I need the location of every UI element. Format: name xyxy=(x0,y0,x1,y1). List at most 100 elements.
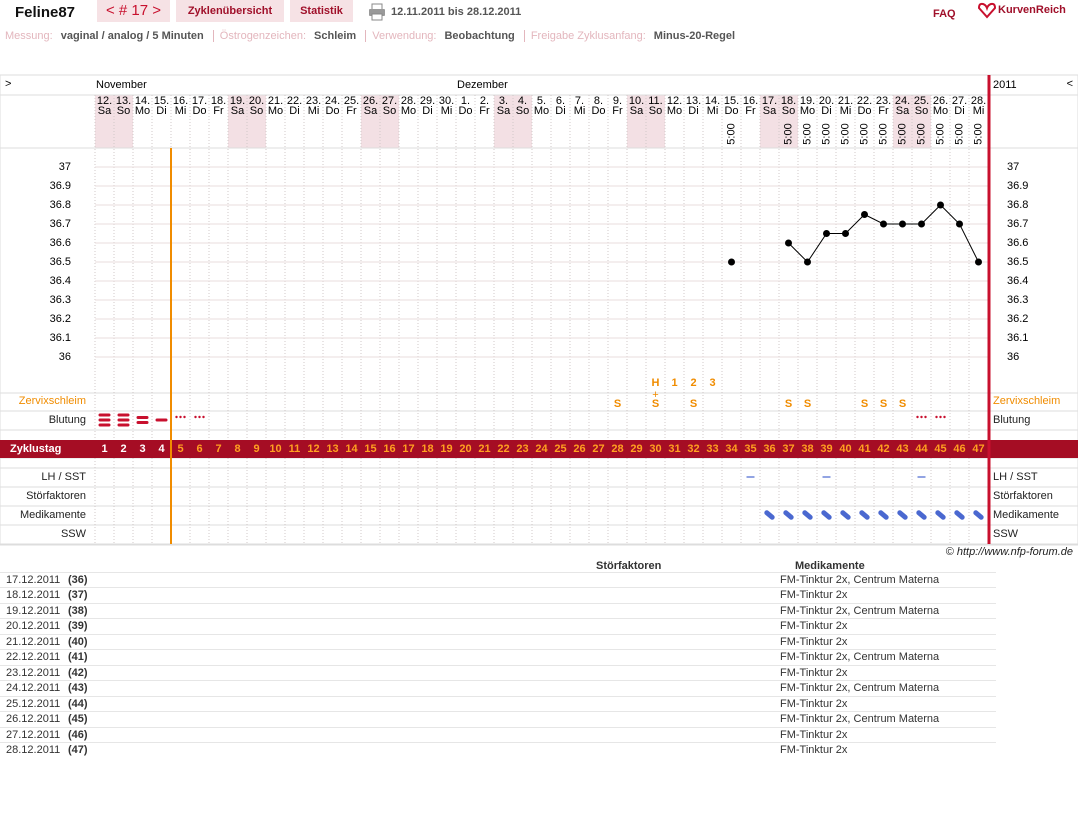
info-label: Östrogenzeichen: xyxy=(212,30,307,42)
cycle-day-number: 46 xyxy=(953,443,965,455)
day-date: 28. xyxy=(401,95,416,107)
table-cell: 22.12.2011 xyxy=(6,651,61,664)
day-weekday: Mo xyxy=(933,105,948,117)
day-weekday: Sa xyxy=(231,105,245,117)
bleeding-bar xyxy=(98,413,111,417)
measure-time: 5:00 xyxy=(782,123,794,144)
medication-pill xyxy=(821,510,832,520)
cycle-day-number: 7 xyxy=(215,443,221,455)
day-date: 15. xyxy=(724,95,739,107)
table-cell: 18.12.2011 xyxy=(6,589,61,602)
day-weekday: So xyxy=(915,105,928,117)
cycle-day-number: 4 xyxy=(158,443,165,455)
cycle-day-number: 35 xyxy=(744,443,756,455)
measure-time: 5:00 xyxy=(953,123,965,144)
day-date: 29. xyxy=(420,95,435,107)
cycle-day-number: 15 xyxy=(364,443,376,455)
logo[interactable]: KurvenReich xyxy=(998,4,1066,16)
day-weekday: Di xyxy=(422,105,432,117)
table-row: 24.12.2011 (43) FM-Tinktur 2x, Centrum Mat… xyxy=(0,680,996,696)
day-weekday: Mo xyxy=(534,105,549,117)
day-weekday: Do xyxy=(724,105,738,117)
cycle-day-number: 40 xyxy=(839,443,851,455)
info-label: Verwendung: xyxy=(365,30,437,42)
table-row: 22.12.2011 (41) FM-Tinktur 2x, Centrum Mat… xyxy=(0,649,996,665)
row-label: Störfaktoren xyxy=(993,490,1053,502)
day-date: 12. xyxy=(97,95,112,107)
y-tick-label: 36 xyxy=(1007,351,1019,363)
nav-left[interactable]: > xyxy=(5,78,11,90)
table-cell: 25.12.2011 xyxy=(6,697,61,710)
row-label: SSW xyxy=(61,528,87,540)
medication-pill xyxy=(897,510,908,520)
peak-mark: H xyxy=(652,377,660,389)
temperature-point xyxy=(918,220,925,228)
cycle-day-number: 19 xyxy=(440,443,452,455)
day-weekday: Di xyxy=(821,105,831,117)
day-date: 16. xyxy=(173,95,188,107)
medication-pill xyxy=(783,510,794,520)
measure-time: 5:00 xyxy=(972,123,984,144)
day-date: 25. xyxy=(914,95,929,107)
table-cell: FM-Tinktur 2x xyxy=(780,728,848,741)
table-row: 17.12.2011 (36) FM-Tinktur 2x, Centrum Mat… xyxy=(0,572,996,588)
table-cell: FM-Tinktur 2x, Centrum Materna xyxy=(780,713,940,726)
y-tick-label: 36.5 xyxy=(1007,256,1028,268)
faq-link[interactable]: FAQ xyxy=(933,8,956,20)
spotting-dot xyxy=(920,415,923,419)
day-weekday: Mo xyxy=(667,105,682,117)
spotting-dot xyxy=(183,415,186,419)
day-date: 23. xyxy=(876,95,891,107)
day-weekday: Mo xyxy=(800,105,815,117)
day-weekday: Fr xyxy=(479,105,490,117)
year-label: 2011 xyxy=(993,79,1017,91)
day-weekday: Di xyxy=(289,105,299,117)
table-cell: (40) xyxy=(68,635,88,648)
table-row: 25.12.2011 (44) FM-Tinktur 2x xyxy=(0,695,996,712)
table-header: Medikamente xyxy=(795,560,865,572)
day-weekday: Mo xyxy=(401,105,416,117)
table-cell: (44) xyxy=(68,697,88,710)
y-tick-label: 36.1 xyxy=(50,332,71,344)
bleeding-bar xyxy=(117,413,130,417)
cervix-mark: S xyxy=(614,398,621,410)
medication-pill xyxy=(878,510,889,520)
day-weekday: Sa xyxy=(896,105,910,117)
cycle-day-number: 18 xyxy=(421,443,433,455)
y-tick-label: 36.8 xyxy=(50,199,71,211)
cycle-nav[interactable]: < # 17 > xyxy=(97,0,170,22)
cycle-day-number: 42 xyxy=(877,443,889,455)
weekend-shade xyxy=(380,95,399,148)
day-weekday: Fr xyxy=(745,105,756,117)
day-date: 3. xyxy=(499,95,508,107)
row-label: Medikamente xyxy=(993,509,1059,521)
day-date: 13. xyxy=(116,95,131,107)
spotting-dot xyxy=(924,415,927,419)
day-weekday: Di xyxy=(555,105,565,117)
row-label: LH / SST xyxy=(993,471,1038,483)
day-date: 4. xyxy=(518,95,527,107)
row-label: Zervixschleim xyxy=(993,395,1060,407)
bleeding-bar xyxy=(136,416,149,419)
cycle-day-number: 11 xyxy=(289,443,301,455)
table-header: Störfaktoren xyxy=(596,560,662,572)
print-icon[interactable] xyxy=(368,3,386,21)
day-weekday: Sa xyxy=(630,105,644,117)
day-weekday: Mi xyxy=(973,105,985,117)
y-tick-label: 36.7 xyxy=(50,218,71,230)
tab[interactable]: Statistik xyxy=(290,0,353,22)
temperature-point xyxy=(937,201,944,209)
cycle-day-number: 20 xyxy=(459,443,471,455)
y-tick-label: 36.5 xyxy=(50,256,71,268)
tab[interactable]: Zyklenübersicht xyxy=(176,0,284,22)
day-date: 20. xyxy=(819,95,834,107)
day-weekday: So xyxy=(383,105,396,117)
measure-time: 5:00 xyxy=(896,123,908,144)
medication-pill xyxy=(973,510,984,520)
y-tick-label: 36.9 xyxy=(50,180,71,192)
cycle-day-number: 25 xyxy=(554,443,566,455)
y-tick-label: 36.2 xyxy=(50,313,71,325)
cycle-day-number: 5 xyxy=(177,443,183,455)
day-date: 21. xyxy=(838,95,853,107)
weekend-shade xyxy=(228,95,247,148)
